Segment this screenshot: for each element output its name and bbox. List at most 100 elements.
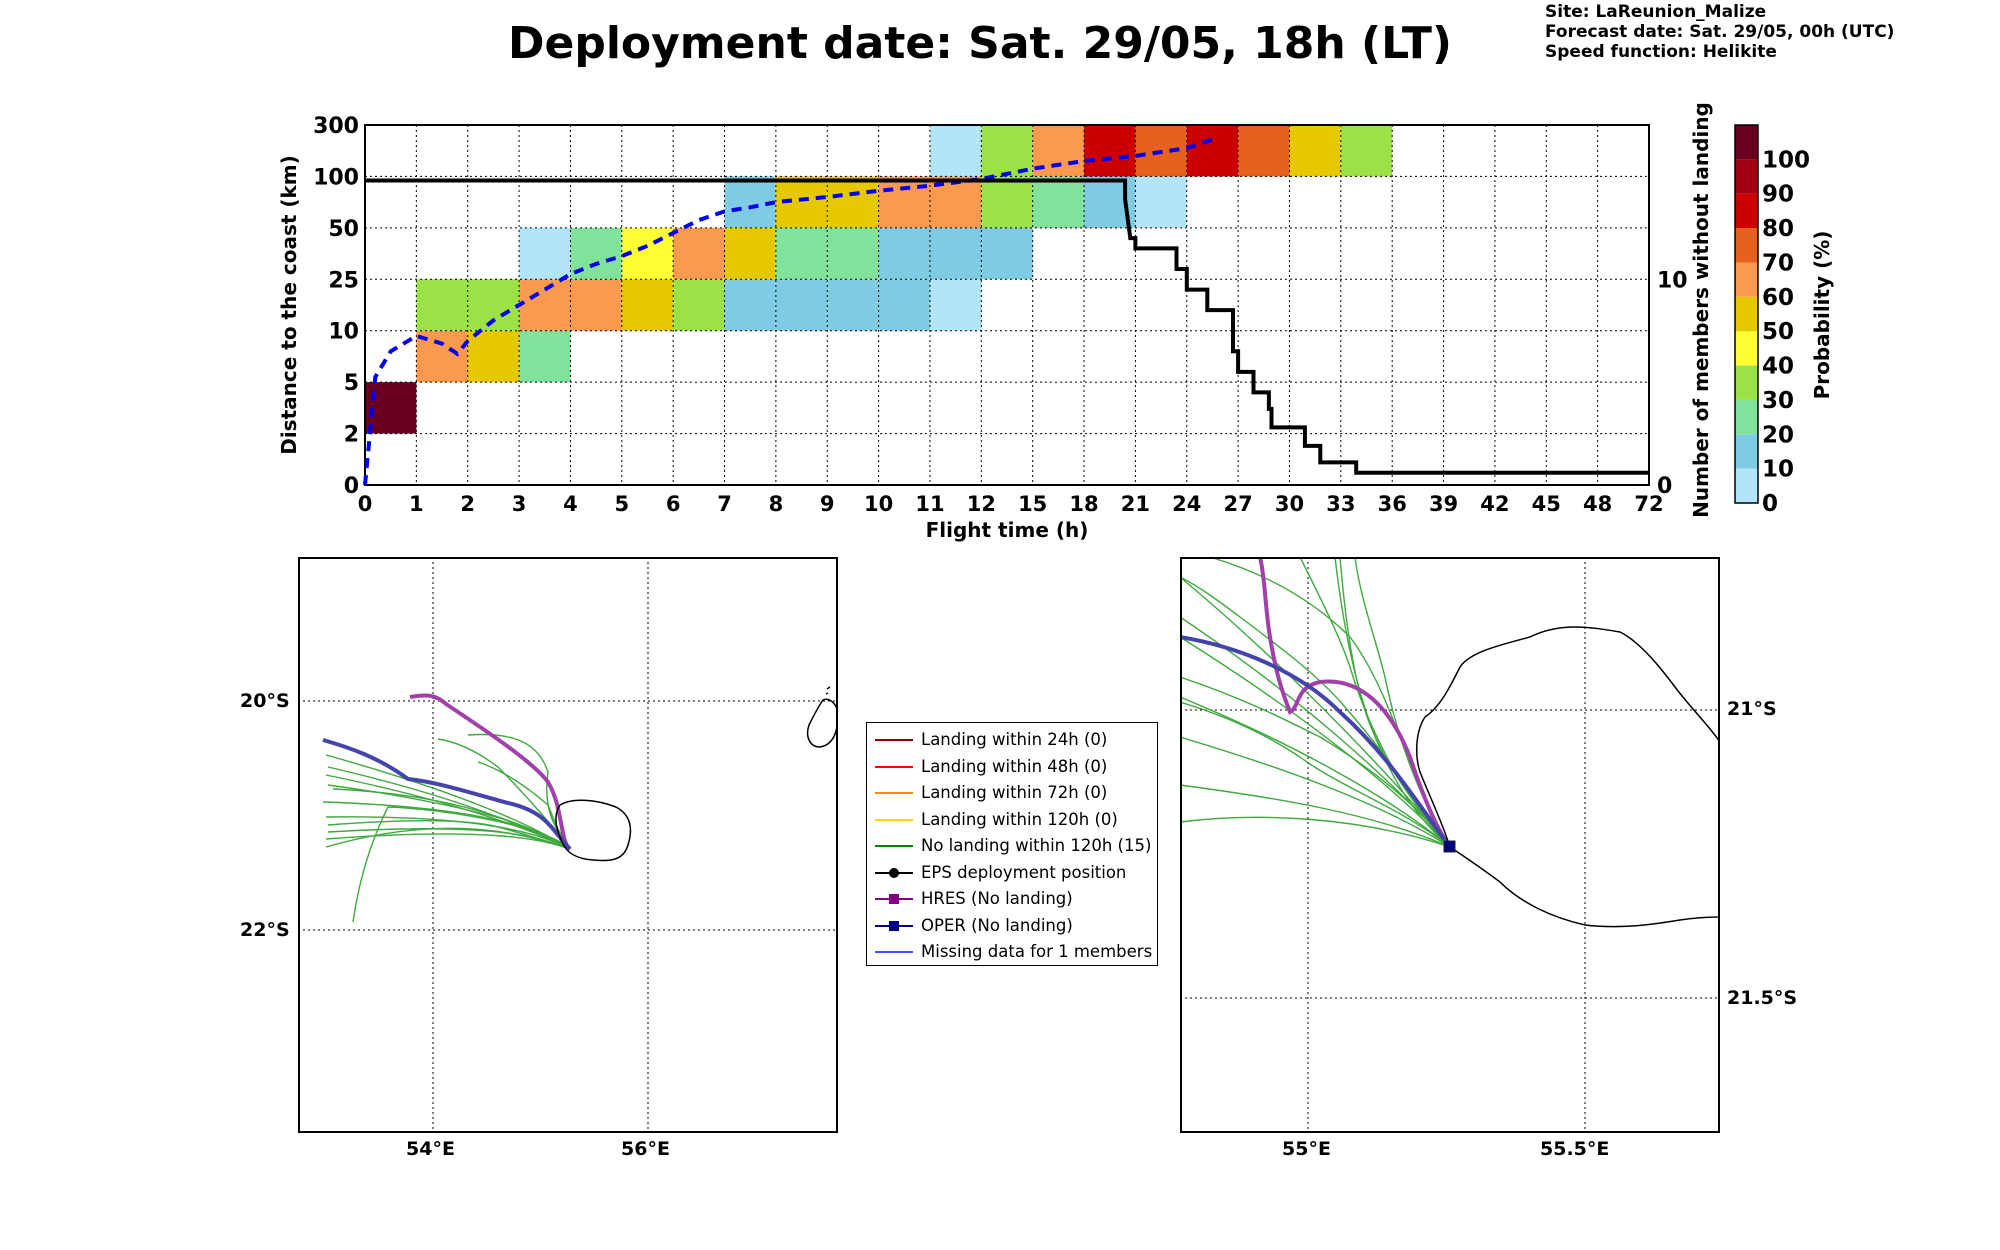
heatmap-cell-11 <box>775 279 828 331</box>
legend-item: Landing within 48h (0) <box>867 754 1157 781</box>
y-tick-label: 10 <box>328 320 359 345</box>
map-grid <box>1180 557 1720 1133</box>
lat-label-20s: 20°S <box>240 690 290 712</box>
lon-label-56e: 56°E <box>621 1138 670 1160</box>
colorbar-segment <box>1735 331 1758 366</box>
heatmap-cell-4 <box>416 279 468 331</box>
legend-label: Missing data for 1 members <box>921 942 1153 961</box>
colorbar-tick-label: 40 <box>1762 354 1794 380</box>
legend-label: No landing within 120h (15) <box>921 836 1152 855</box>
legend-marker-square <box>889 920 899 931</box>
x-tick-label: 6 <box>666 492 681 516</box>
y2-tick-label: 10 <box>1657 268 1688 293</box>
colorbar-segment <box>1735 468 1758 503</box>
y-tick-label: 50 <box>328 217 359 242</box>
colorbar-tick-label: 0 <box>1762 491 1778 517</box>
heatmap-cells <box>365 125 1393 434</box>
x-tick-label: 30 <box>1275 492 1304 516</box>
legend-label: Landing within 120h (0) <box>921 809 1118 829</box>
legend-item: Landing within 72h (0) <box>867 780 1157 807</box>
heatmap-cell-30 <box>981 176 1033 228</box>
x-tick-label: 15 <box>1018 492 1047 516</box>
x-tick-label: 12 <box>967 492 996 516</box>
heatmap-cell-31 <box>1032 176 1085 228</box>
x-tick-label: 27 <box>1224 492 1253 516</box>
oper-trajectory <box>322 738 572 851</box>
regional-trajectory-map <box>298 557 838 1133</box>
heatmap-cell-9 <box>673 279 725 331</box>
heatmap-cell-22 <box>878 227 930 280</box>
lon-label-55e: 55°E <box>1282 1138 1331 1160</box>
colorbar-tick-label: 30 <box>1762 388 1794 414</box>
legend-line-swatch <box>875 845 913 847</box>
heatmap-cell-15 <box>519 227 571 280</box>
legend-item: Landing within 24h (0) <box>867 727 1157 754</box>
lon-label-55-5e: 55.5°E <box>1540 1138 1610 1160</box>
heatmap-grid <box>365 125 1649 485</box>
heatmap-cell-13 <box>878 279 930 331</box>
heatmap-cell-8 <box>621 279 674 331</box>
heatmap-cell-41 <box>1289 125 1341 177</box>
heatmap-cell-10 <box>724 279 776 331</box>
colorbar-segment <box>1735 125 1758 160</box>
trajectory-legend: Landing within 24h (0) Landing within 48h… <box>866 722 1158 966</box>
heatmap-cell-7 <box>570 279 622 331</box>
legend-marker-square <box>889 894 899 904</box>
deployment-marker <box>1443 840 1456 853</box>
map-frame <box>1180 557 1720 1133</box>
colorbar-tick-label: 70 <box>1762 250 1794 276</box>
site-info: Site: LaReunion_Malize Forecast date: Sa… <box>1545 2 1894 62</box>
x-tick-label: 4 <box>563 492 578 516</box>
x-axis-label: Flight time (h) <box>926 518 1089 542</box>
legend-item: OPER (No landing) <box>867 913 1157 940</box>
legend-item: EPS deployment position <box>867 860 1157 887</box>
x-tick-label: 39 <box>1429 492 1458 516</box>
heatmap-cell-20 <box>775 227 828 280</box>
colorbar-segment <box>1735 296 1758 332</box>
heatmap-cell-34 <box>929 125 982 177</box>
speed-function-label: Speed function: Helikite <box>1545 42 1777 62</box>
x-tick-label: 36 <box>1378 492 1407 516</box>
y-tick-label: 100 <box>313 165 359 190</box>
legend-line-swatch <box>875 765 913 768</box>
legend-label: Landing within 72h (0) <box>921 783 1108 802</box>
legend-line-swatch <box>875 818 913 821</box>
legend-line-swatch <box>875 951 913 953</box>
x-tick-label: 72 <box>1634 492 1663 516</box>
colorbar-segment <box>1735 434 1758 469</box>
x-tick-labels: 0 1 2 3 4 5 6 7 8 9 10 11 12 15 18 21 24 27 30 33 36 39 42 45 48… <box>358 492 1664 516</box>
colorbar-segment <box>1735 193 1758 229</box>
y-tick-label: 25 <box>328 268 359 293</box>
islet-coastline <box>825 686 831 695</box>
legend-label: EPS deployment position <box>921 862 1127 882</box>
mean-distance-curve <box>363 137 1214 486</box>
heatmap-cell-24 <box>981 227 1033 280</box>
colorbar-tick-label: 90 <box>1762 182 1794 208</box>
heatmap-cell-28 <box>878 176 930 228</box>
heatmap-cell-27 <box>827 176 879 228</box>
legend-item: HRES (No landing) <box>867 886 1157 913</box>
colorbar-segment <box>1735 399 1758 435</box>
site-label: Site: LaReunion_Malize <box>1545 2 1767 22</box>
heatmap-frame <box>364 124 1650 486</box>
legend-line-swatch <box>875 739 913 741</box>
legend-line-swatch <box>875 792 913 794</box>
x-tick-label: 45 <box>1532 492 1561 516</box>
x-tick-label: 21 <box>1121 492 1150 516</box>
colorbar-frame <box>1734 124 1759 504</box>
legend-marker-circle <box>889 867 899 878</box>
heatmap-cell-40 <box>1238 125 1290 177</box>
heatmap-cell-18 <box>673 227 725 280</box>
y2-tick-label: 0 <box>1657 474 1672 499</box>
y-tick-label: 0 <box>344 474 359 499</box>
x-tick-label: 5 <box>614 492 629 516</box>
colorbar-tick-label: 60 <box>1762 285 1794 311</box>
heatmap-cell-23 <box>929 227 982 280</box>
y2-axis-label: Number of members without landing <box>1689 102 1713 518</box>
heatmap-cell-35 <box>981 125 1033 177</box>
reunion-coastline <box>555 799 632 862</box>
x-tick-label: 33 <box>1326 492 1355 516</box>
heatmap-cell-42 <box>1340 125 1393 177</box>
chart-title: Deployment date: Sat. 29/05, 18h (LT) <box>507 18 1453 69</box>
legend-label: HRES (No landing) <box>921 889 1073 908</box>
